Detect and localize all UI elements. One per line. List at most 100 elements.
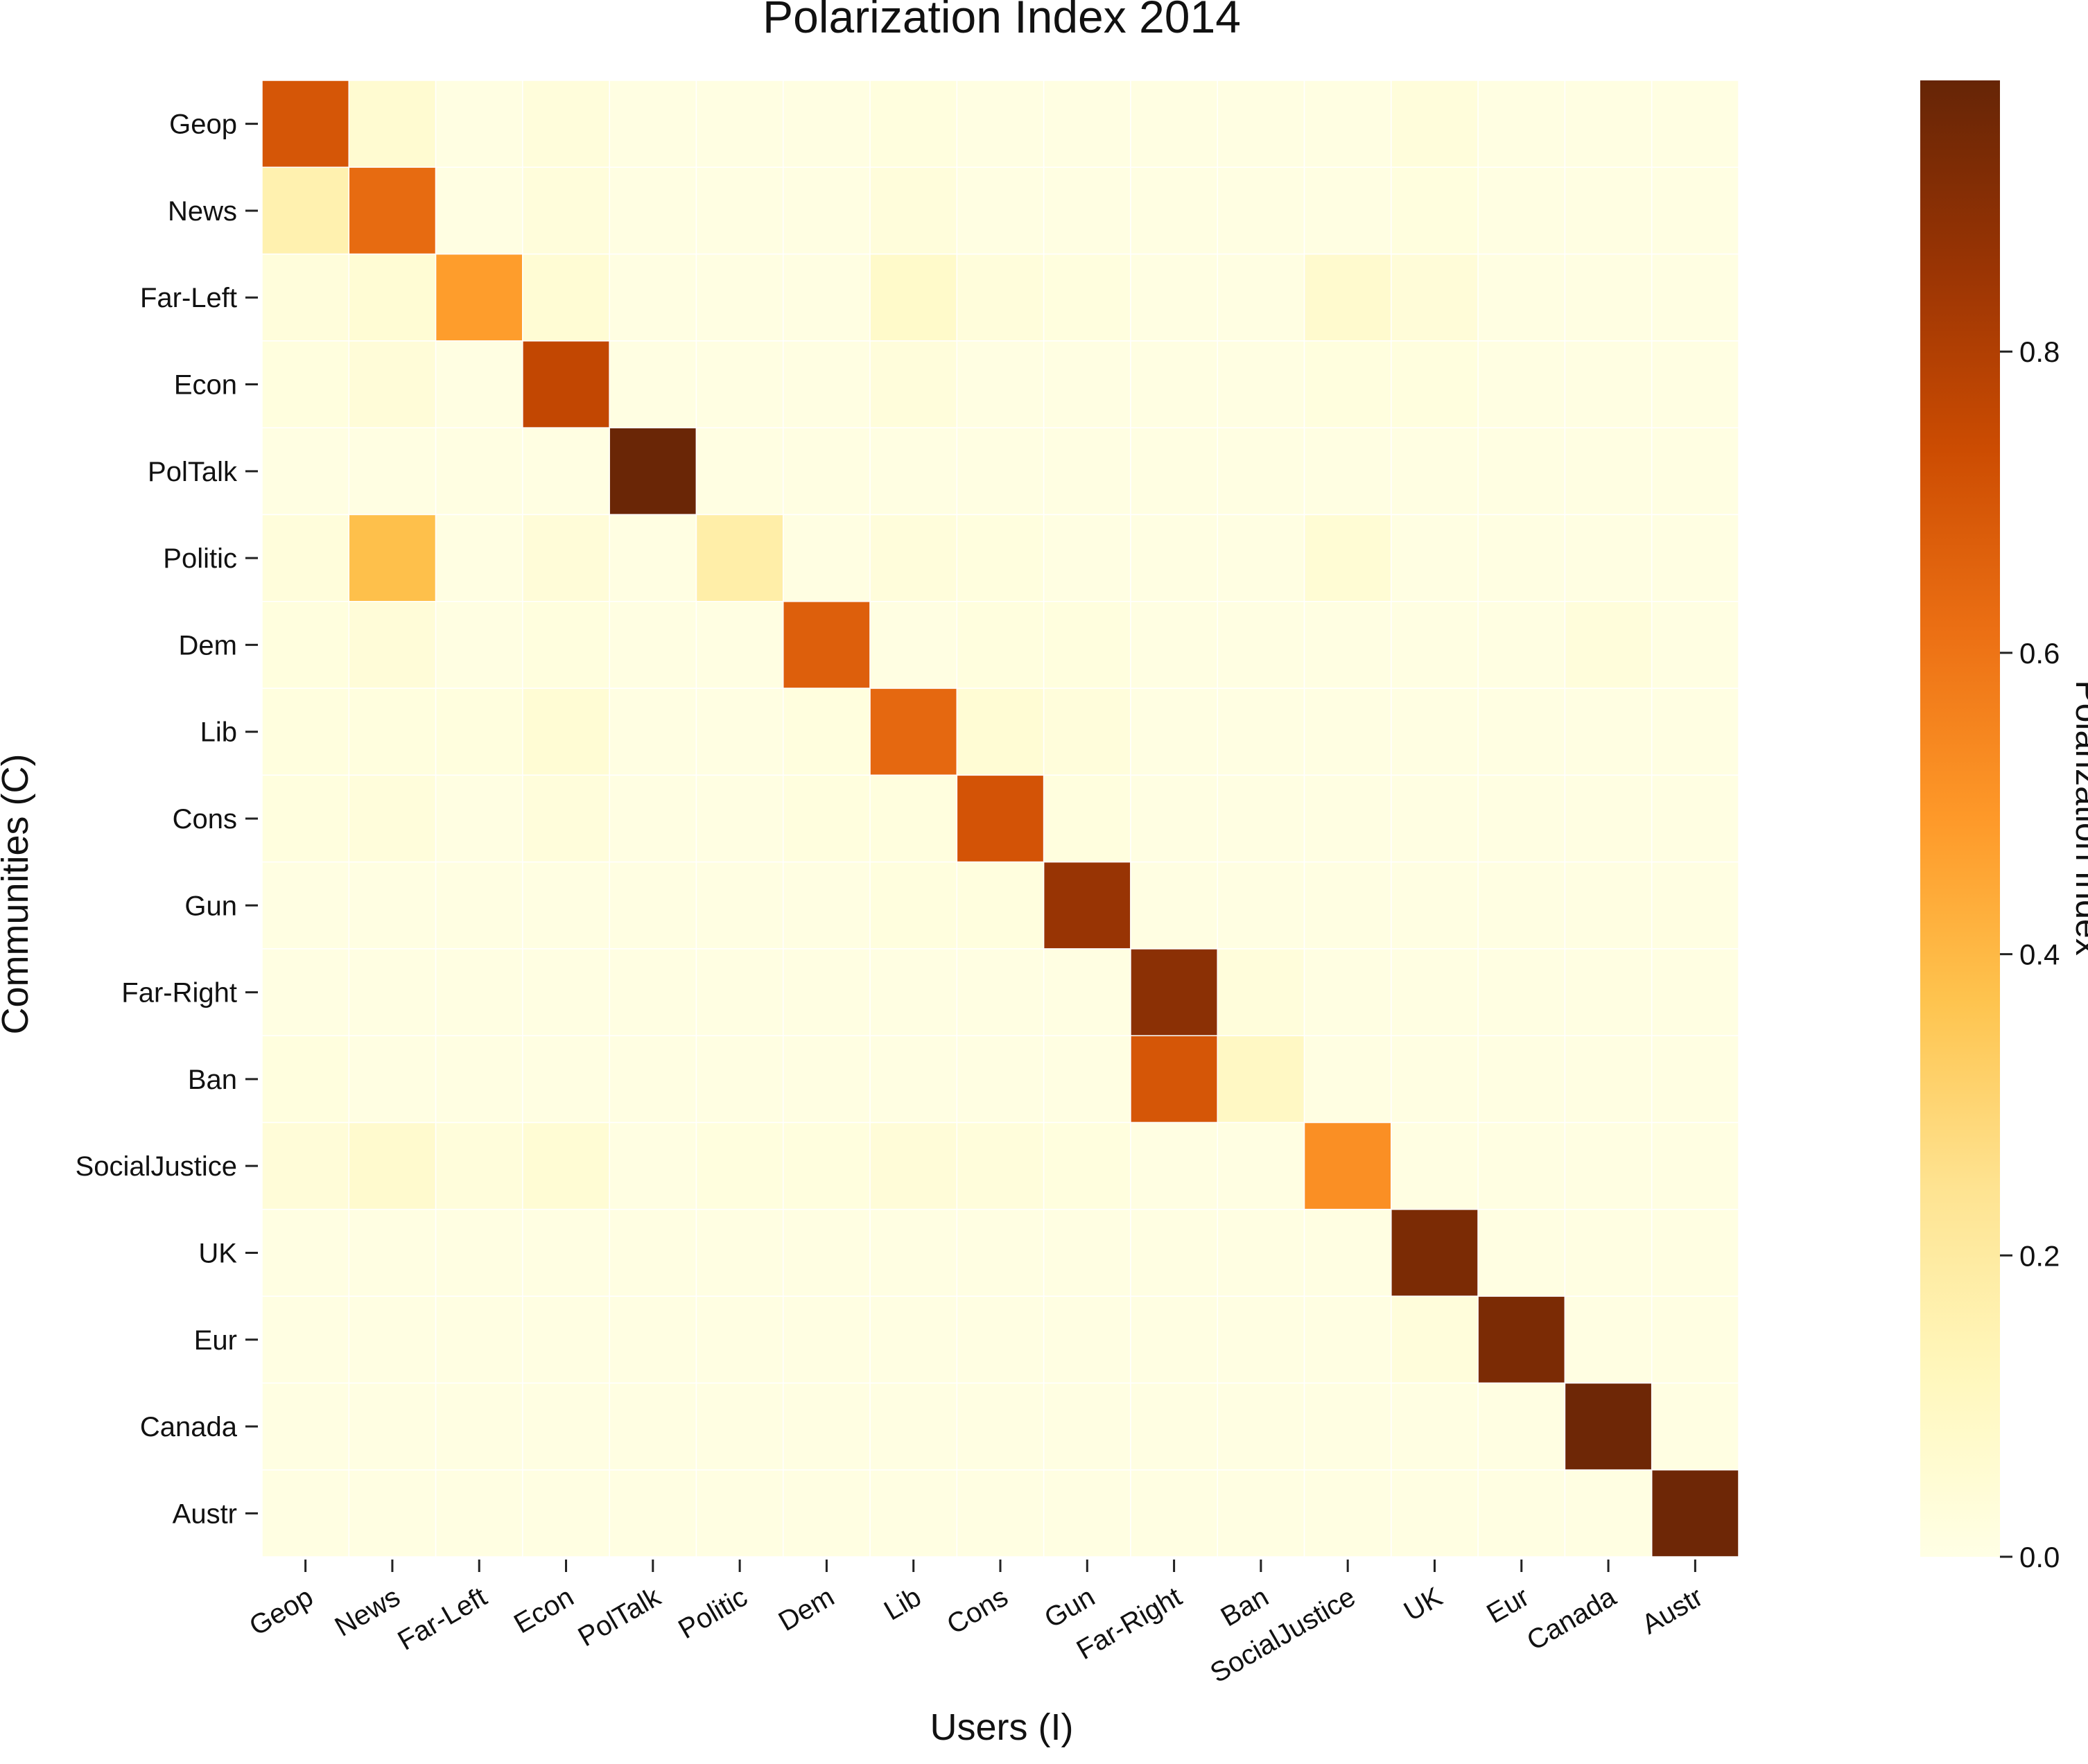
heatmap-cell <box>783 1035 871 1124</box>
heatmap-cell <box>956 861 1045 950</box>
heatmap-cell <box>261 253 350 342</box>
heatmap-cell <box>1217 774 1305 863</box>
y-axis-ticks: Geop News Far-Left Econ PolTalk Politic Dem Lib… <box>76 110 258 1529</box>
heatmap-cell <box>1130 514 1218 602</box>
heatmap-cell <box>1477 1035 1566 1124</box>
heatmap-cell <box>1477 1209 1566 1297</box>
heatmap-cell <box>956 166 1045 255</box>
heatmap-cell <box>1043 861 1131 950</box>
heatmap-cell <box>1043 774 1131 863</box>
heatmap-cell <box>1564 601 1653 689</box>
heatmap-cell <box>261 688 350 776</box>
heatmap-cell <box>1303 80 1392 168</box>
heatmap-cell <box>1391 601 1479 689</box>
heatmap-cell <box>869 80 958 168</box>
x-tick-label: Politic <box>673 1582 752 1645</box>
heatmap-cell <box>348 1121 437 1210</box>
heatmap-cell <box>348 80 437 168</box>
heatmap-cell <box>1564 340 1653 428</box>
heatmap-cell <box>956 1209 1045 1297</box>
heatmap-cell <box>435 774 523 863</box>
heatmap-cell <box>348 861 437 950</box>
heatmap-cell <box>1303 688 1392 776</box>
heatmap-cell <box>1043 340 1131 428</box>
chart-title: Polarization Index 2014 <box>763 0 1241 42</box>
heatmap-cell <box>435 253 523 342</box>
heatmap-cell <box>1651 688 1739 776</box>
heatmap-cell <box>1217 1295 1305 1384</box>
heatmap-cell <box>435 1382 523 1471</box>
heatmap-cell <box>1391 166 1479 255</box>
heatmap-cell <box>435 1469 523 1557</box>
heatmap-cell <box>435 1209 523 1297</box>
heatmap-cell <box>1564 253 1653 342</box>
heatmap-cell <box>522 948 610 1036</box>
heatmap-cell <box>348 1469 437 1557</box>
heatmap-cell <box>1477 340 1566 428</box>
y-tick-label: SocialJustice <box>76 1151 237 1182</box>
heatmap-cell <box>609 1295 697 1384</box>
heatmap-cell <box>956 514 1045 602</box>
heatmap-cell <box>1043 1382 1131 1471</box>
heatmap-cell <box>1303 1469 1392 1557</box>
y-tick-label: Dem <box>179 630 237 661</box>
y-tick-label: PolTalk <box>148 457 238 487</box>
heatmap-cell <box>783 166 871 255</box>
heatmap-cell <box>522 340 610 428</box>
heatmap-cell <box>1303 1209 1392 1297</box>
heatmap-cell <box>522 774 610 863</box>
heatmap-cell <box>1303 1121 1392 1210</box>
heatmap-cell <box>261 774 350 863</box>
heatmap-cell <box>1391 948 1479 1036</box>
heatmap-cell <box>1477 253 1566 342</box>
y-tick-label: Austr <box>173 1499 237 1529</box>
heatmap-cell <box>695 601 784 689</box>
heatmap-cell <box>1564 1295 1653 1384</box>
heatmap-cell <box>1564 688 1653 776</box>
heatmap-cell <box>261 1035 350 1124</box>
heatmap-cell <box>695 514 784 602</box>
heatmap-cell <box>261 948 350 1036</box>
heatmap-cell <box>1130 688 1218 776</box>
heatmap-cell <box>1217 1382 1305 1471</box>
heatmap-cell <box>609 688 697 776</box>
heatmap-cell <box>869 948 958 1036</box>
heatmap-cell <box>522 1209 610 1297</box>
heatmap-cell <box>869 340 958 428</box>
heatmap-cell <box>522 427 610 516</box>
heatmap-cell <box>261 340 350 428</box>
heatmap-cell <box>695 1035 784 1124</box>
heatmap-cell <box>1303 514 1392 602</box>
heatmap-cell <box>956 601 1045 689</box>
heatmap-cell <box>869 688 958 776</box>
heatmap-cell <box>609 1035 697 1124</box>
y-axis-label: Communities (C) <box>0 753 36 1034</box>
heatmap-cell <box>348 948 437 1036</box>
heatmap-cell <box>1564 427 1653 516</box>
heatmap-cell <box>956 1121 1045 1210</box>
heatmap-cell <box>609 427 697 516</box>
heatmap-cell <box>1564 1121 1653 1210</box>
heatmap-cell <box>1130 1382 1218 1471</box>
heatmap-cell <box>1477 861 1566 950</box>
x-tick-label: Far-Left <box>392 1582 491 1657</box>
heatmap-cell <box>783 1209 871 1297</box>
heatmap-cell <box>609 253 697 342</box>
heatmap-cell <box>1217 514 1305 602</box>
x-tick-label: Ban <box>1216 1582 1274 1633</box>
heatmap-cell <box>695 1295 784 1384</box>
heatmap-cell <box>348 601 437 689</box>
heatmap-cell <box>869 1035 958 1124</box>
heatmap-cell <box>783 1295 871 1384</box>
heatmap-cell <box>1651 1035 1739 1124</box>
heatmap-cell <box>435 1035 523 1124</box>
y-tick-label: Geop <box>169 110 237 140</box>
heatmap-cell <box>1217 1209 1305 1297</box>
heatmap-cell <box>1130 427 1218 516</box>
colorbar-ticks: 0.0 0.2 0.4 0.6 0.8 <box>2000 335 2060 1573</box>
heatmap-cell <box>1217 427 1305 516</box>
heatmap-cell <box>956 340 1045 428</box>
heatmap-cell <box>609 80 697 168</box>
heatmap-cell <box>1477 166 1566 255</box>
